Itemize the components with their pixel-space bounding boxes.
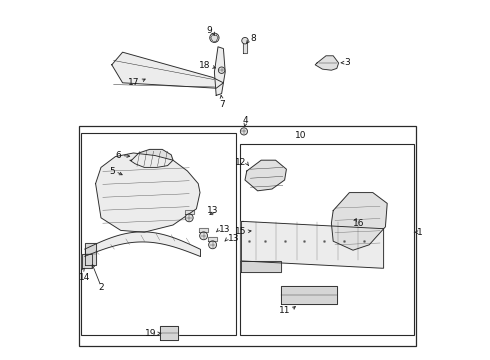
Polygon shape [82, 254, 92, 268]
Text: 13: 13 [206, 206, 218, 215]
Polygon shape [315, 56, 339, 70]
Polygon shape [331, 193, 387, 250]
Text: 10: 10 [295, 130, 307, 139]
Circle shape [219, 67, 225, 73]
Polygon shape [245, 160, 286, 191]
Text: 12: 12 [235, 158, 246, 167]
Text: 19: 19 [146, 329, 157, 338]
Polygon shape [85, 232, 200, 256]
Polygon shape [199, 228, 208, 232]
Circle shape [199, 232, 208, 240]
Text: 7: 7 [219, 100, 224, 109]
Text: 18: 18 [198, 61, 210, 70]
Circle shape [209, 241, 217, 249]
Text: 6: 6 [115, 151, 121, 160]
Circle shape [185, 214, 193, 222]
Text: 9: 9 [206, 26, 212, 35]
Circle shape [210, 33, 219, 42]
Polygon shape [112, 52, 223, 88]
Text: 5: 5 [109, 166, 115, 175]
Polygon shape [208, 237, 217, 241]
Text: 13: 13 [228, 234, 239, 243]
Bar [240, 144, 414, 335]
Polygon shape [160, 326, 178, 340]
Text: 17: 17 [128, 77, 140, 86]
Polygon shape [185, 210, 194, 214]
Polygon shape [96, 153, 200, 232]
Polygon shape [130, 149, 173, 167]
Polygon shape [242, 261, 281, 272]
Text: 15: 15 [235, 228, 246, 236]
Text: 2: 2 [98, 284, 104, 292]
Text: 14: 14 [79, 273, 90, 282]
Polygon shape [85, 243, 96, 265]
Circle shape [242, 37, 248, 44]
Polygon shape [215, 47, 225, 95]
Polygon shape [243, 42, 247, 53]
Text: 8: 8 [250, 34, 256, 43]
Polygon shape [281, 286, 337, 304]
Text: 11: 11 [278, 306, 290, 315]
Circle shape [240, 128, 247, 135]
Text: 13: 13 [219, 225, 231, 234]
Bar [81, 133, 236, 335]
Bar [79, 126, 416, 346]
Text: 16: 16 [353, 219, 365, 228]
Text: 1: 1 [417, 228, 423, 237]
Text: 4: 4 [243, 116, 248, 125]
Text: 3: 3 [345, 58, 350, 67]
Polygon shape [242, 221, 384, 268]
